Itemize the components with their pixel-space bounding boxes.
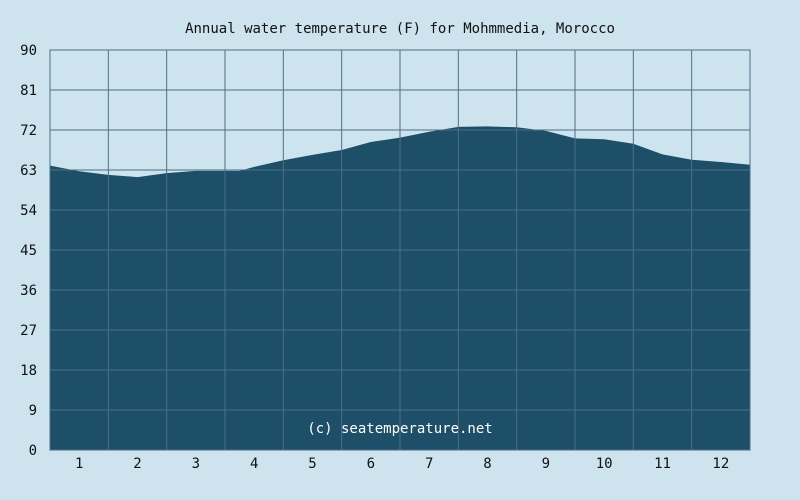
y-tick-label: 54 (20, 203, 37, 219)
x-tick-label: 5 (308, 456, 316, 472)
y-tick-label: 45 (20, 243, 37, 259)
y-tick-label: 72 (20, 123, 37, 139)
x-tick-label: 2 (133, 456, 141, 472)
y-tick-label: 9 (29, 403, 37, 419)
x-tick-label: 7 (425, 456, 433, 472)
x-tick-label: 10 (596, 456, 613, 472)
x-tick-label: 3 (192, 456, 200, 472)
y-tick-label: 18 (20, 363, 37, 379)
y-tick-label: 63 (20, 163, 37, 179)
chart-title: Annual water temperature (F) for Mohmmed… (185, 21, 615, 37)
watermark-text: (c) seatemperature.net (307, 421, 492, 437)
plot-frame (49, 49, 751, 451)
x-tick-label: 6 (367, 456, 375, 472)
x-tick-label: 8 (483, 456, 491, 472)
y-tick-label: 81 (20, 83, 37, 99)
x-tick-label: 9 (542, 456, 550, 472)
x-tick-label: 12 (712, 456, 729, 472)
grid-layer (49, 49, 751, 451)
y-tick-label: 27 (20, 323, 37, 339)
x-tick-label: 4 (250, 456, 258, 472)
y-tick-label: 36 (20, 283, 37, 299)
y-tick-label: 0 (29, 443, 37, 459)
y-tick-label: 90 (20, 43, 37, 59)
x-tick-label: 1 (75, 456, 83, 472)
x-tick-label: 11 (654, 456, 671, 472)
